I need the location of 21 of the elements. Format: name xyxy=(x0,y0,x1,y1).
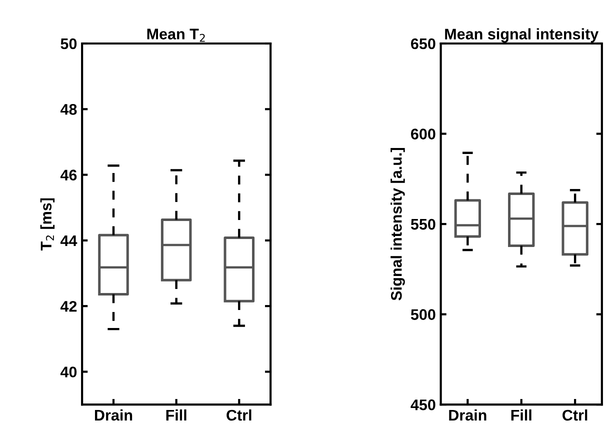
y-tick-label: 40 xyxy=(60,366,77,378)
y-tick-label: 44 xyxy=(60,235,78,246)
y-tick-label: 46 xyxy=(60,170,77,180)
y-tick-label: 600 xyxy=(411,128,436,140)
y-axis-title: T$_{2}$ [ms] xyxy=(40,198,55,251)
y-axis-title: Signal intensity [a.u.] xyxy=(390,148,405,300)
x-tick-label: Drain xyxy=(449,409,486,421)
y-tick-label: 550 xyxy=(410,218,436,230)
chart-title: Mean signal intensity xyxy=(445,28,599,43)
x-tick-label: Drain xyxy=(94,409,132,421)
chart-title: Mean T$_{2}$ xyxy=(147,28,205,42)
x-tick-label: Fill xyxy=(166,409,186,420)
y-tick-label: 650 xyxy=(411,38,436,50)
y-tick-label: 50 xyxy=(60,38,77,50)
y-tick-label: 450 xyxy=(410,399,436,410)
x-tick-label: Ctrl xyxy=(562,409,588,421)
x-tick-label: Ctrl xyxy=(226,409,252,421)
x-tick-label: Fill xyxy=(511,409,532,420)
y-tick-label: 500 xyxy=(410,309,436,320)
y-tick-label: 42 xyxy=(60,300,77,312)
y-tick-label: 48 xyxy=(60,104,77,115)
